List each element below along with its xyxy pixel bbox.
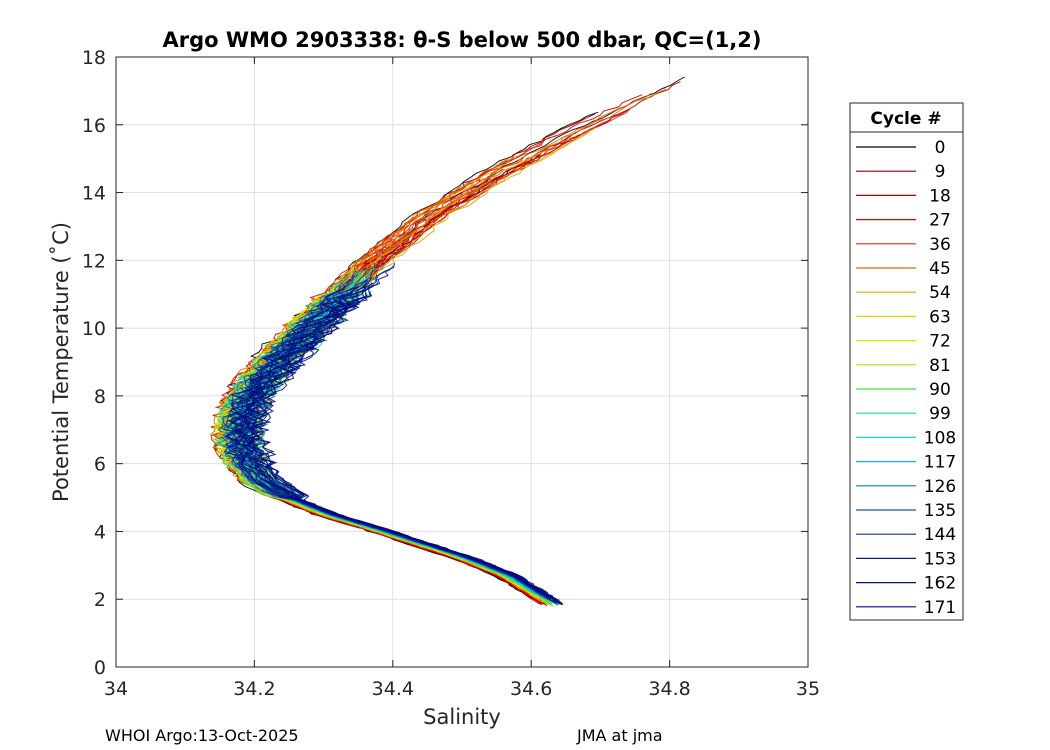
axes-background [116, 57, 808, 667]
footer-right: JMA at jma [576, 726, 663, 745]
legend-label: 18 [929, 186, 951, 206]
legend-label: 54 [929, 283, 951, 303]
x-axis-label: Salinity [423, 705, 501, 729]
x-tick-label: 34.4 [372, 678, 414, 700]
y-axis-label: Potential Temperature (˚C) [49, 222, 73, 502]
x-tick-label: 34.6 [510, 678, 552, 700]
legend-label: 45 [929, 259, 951, 279]
legend-label: 72 [929, 332, 951, 352]
footer-left: WHOI Argo:13-Oct-2025 [105, 726, 299, 745]
legend-label: 117 [924, 453, 956, 473]
y-tick-label: 16 [82, 115, 106, 137]
legend-label: 135 [924, 501, 956, 521]
legend-label: 9 [935, 162, 946, 182]
legend-label: 36 [929, 235, 951, 255]
y-tick-label: 18 [82, 47, 106, 69]
legend-label: 81 [929, 356, 951, 376]
legend: Cycle # 0 9 18 27 36 45 54 63 72 81 90 99 108 117 126 1… [849, 102, 964, 621]
legend-label: 90 [929, 380, 951, 400]
chart-title: Argo WMO 2903338: θ-S below 500 dbar, QC… [163, 28, 762, 52]
y-tick-label: 10 [82, 318, 106, 340]
plot-area: 34 34.2 34.4 34.6 34.8 35 0 2 4 6 8 10 12 14 16 18 [82, 47, 820, 700]
legend-label: 108 [924, 428, 956, 448]
legend-label: 144 [924, 525, 956, 545]
x-tick-label: 34.8 [648, 678, 690, 700]
legend-label: 171 [924, 598, 956, 618]
legend-label: 126 [924, 477, 956, 497]
legend-title: Cycle # [870, 109, 941, 129]
axis-ticks: 34 34.2 34.4 34.6 34.8 35 0 2 4 6 8 10 12 14 16 18 [82, 47, 820, 700]
legend-items: 0 9 18 27 36 45 54 63 72 81 90 99 108 117 126 135 144 153… [856, 138, 956, 618]
legend-label: 99 [929, 404, 951, 424]
legend-label: 27 [929, 211, 951, 231]
y-tick-label: 12 [82, 250, 106, 272]
legend-label: 153 [924, 549, 956, 569]
y-tick-label: 4 [94, 521, 106, 543]
profile-line [242, 282, 560, 601]
y-tick-label: 2 [94, 589, 106, 611]
profile-line [231, 287, 564, 606]
x-tick-label: 35 [796, 678, 820, 700]
y-tick-label: 8 [94, 386, 106, 408]
x-tick-label: 34 [104, 678, 128, 700]
legend-label: 0 [935, 138, 946, 158]
y-tick-label: 0 [94, 657, 106, 679]
x-tick-label: 34.2 [233, 678, 275, 700]
legend-label: 162 [924, 574, 956, 594]
y-tick-label: 6 [94, 454, 106, 476]
y-tick-label: 14 [82, 183, 106, 205]
profile-lines [209, 76, 685, 607]
axes-box [115, 56, 809, 668]
legend-label: 63 [929, 307, 951, 327]
